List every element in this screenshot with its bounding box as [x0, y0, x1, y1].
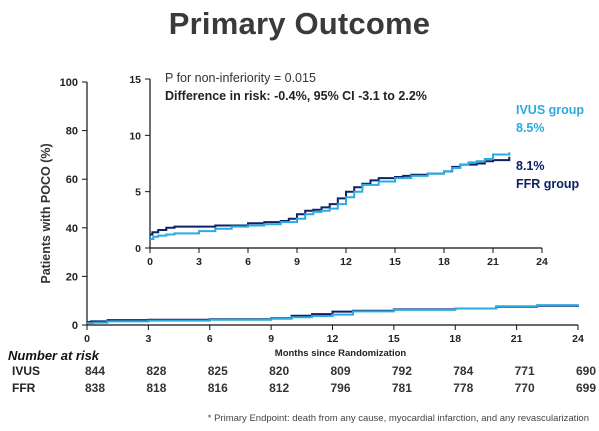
inset-x-tick-label: 6 — [245, 256, 251, 268]
main-x-tick-label: 21 — [511, 333, 523, 345]
main-x-tick-label: 15 — [388, 333, 400, 345]
main-x-tick-label: 9 — [268, 333, 274, 345]
risk-cell-ffr: 778 — [453, 381, 474, 395]
footnote: * Primary Endpoint: death from any cause… — [207, 413, 589, 424]
risk-cell-ffr: 796 — [330, 381, 351, 395]
inset-series-ivus-group — [150, 152, 511, 240]
inset-y-tick-label: 15 — [129, 74, 141, 86]
risk-cell-ffr: 818 — [146, 381, 167, 395]
inset-x-tick-label: 3 — [196, 256, 202, 268]
inset-x-tick-label: 18 — [438, 256, 450, 268]
main-x-tick-label: 12 — [327, 333, 339, 345]
risk-cell-ffr: 838 — [84, 381, 106, 395]
main-x-tick-label: 18 — [449, 333, 461, 345]
ivus-group-label: IVUS group — [516, 103, 584, 117]
risk-cell-ivus: 844 — [84, 364, 106, 378]
inset-x-tick-label: 9 — [294, 256, 300, 268]
risk-cell-ivus: 771 — [514, 364, 535, 378]
inset-y-tick-label: 5 — [135, 187, 141, 199]
risk-cell-ffr: 770 — [514, 381, 535, 395]
risk-cell-ffr: 699 — [575, 381, 597, 395]
risk-cell-ivus: 820 — [269, 364, 290, 378]
risk-cell-ivus: 784 — [453, 364, 474, 378]
ffr-rate-label: 8.1% — [516, 159, 545, 173]
inset-x-tick-label: 21 — [487, 256, 499, 268]
risk-cell-ivus: 825 — [207, 364, 228, 378]
ffr-group-label: FFR group — [516, 177, 580, 191]
slide-title: Primary Outcome — [168, 6, 431, 41]
inset-x-tick-label: 0 — [147, 256, 153, 268]
risk-row-label-ivus: IVUS — [12, 364, 41, 378]
inset-x-tick-label: 24 — [536, 256, 548, 268]
risk-difference-annotation: Difference in risk: -0.4%, 95% CI -3.1 t… — [165, 89, 427, 103]
main-x-axis-label: Months since Randomization — [275, 348, 407, 359]
inset-y-tick-label: 0 — [135, 243, 141, 255]
main-y-tick-label: 80 — [66, 126, 78, 138]
main-x-tick-label: 6 — [207, 333, 213, 345]
main-y-tick-label: 100 — [60, 77, 78, 89]
inset-x-tick-label: 15 — [389, 256, 401, 268]
risk-cell-ffr: 781 — [391, 381, 412, 395]
risk-cell-ivus: 690 — [575, 364, 597, 378]
risk-cell-ffr: 812 — [269, 381, 290, 395]
ivus-rate-label: 8.5% — [516, 121, 545, 135]
inset-y-tick-label: 10 — [129, 130, 141, 142]
main-x-tick-label: 3 — [145, 333, 151, 345]
inset-chart: 0 5 10 15 0 3 6 9 12 15 18 21 24 P for non-inferiorit… — [120, 67, 584, 276]
inset-background — [120, 67, 562, 276]
risk-cell-ivus: 828 — [146, 364, 167, 378]
risk-cell-ffr: 816 — [207, 381, 228, 395]
inset-x-tick-label: 12 — [340, 256, 352, 268]
main-y-tick-label: 0 — [72, 320, 78, 332]
risk-row-label-ffr: FFR — [12, 381, 36, 395]
main-x-tick-label: 24 — [572, 333, 584, 345]
main-y-tick-label: 20 — [66, 271, 78, 283]
main-y-tick-label: 40 — [66, 223, 78, 235]
risk-cell-ivus: 792 — [391, 364, 412, 378]
main-x-tick-label: 0 — [84, 333, 90, 345]
risk-cell-ivus: 809 — [330, 364, 351, 378]
main-y-axis-label: Patients with POCO (%) — [39, 143, 53, 283]
risk-table-title: Number at risk — [8, 348, 100, 363]
main-series-ivus-group — [87, 304, 579, 325]
main-y-tick-label: 60 — [66, 174, 78, 186]
p-value-annotation: P for non-inferiority = 0.015 — [165, 71, 316, 85]
